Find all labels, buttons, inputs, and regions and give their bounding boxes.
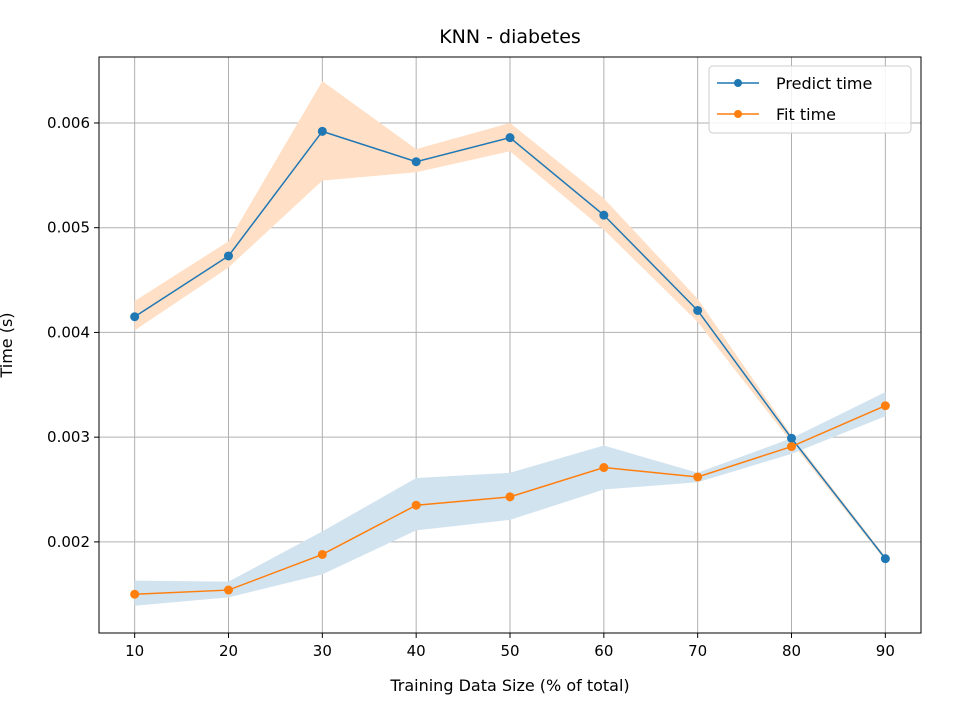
grid-lines [99,57,921,633]
point-predict-time [411,157,421,167]
point-predict-time [599,210,609,220]
point-fit-time [880,401,890,411]
legend: Predict time Fit time [708,65,912,134]
x-tick-label: 40 [407,642,426,660]
x-tick-label: 80 [782,642,801,660]
x-axis: 10 20 30 40 50 60 70 80 90 [125,633,895,660]
point-predict-time [223,251,233,261]
y-tick-label: 0.006 [47,114,90,132]
x-tick-label: 90 [876,642,895,660]
y-tick-label: 0.003 [47,428,90,446]
x-tick-label: 60 [594,642,613,660]
point-predict-time [317,126,327,136]
legend-label-predict: Predict time [776,74,872,93]
chart-title: KNN - diabetes [439,26,581,48]
point-fit-time [223,585,233,595]
point-fit-time [411,500,421,510]
point-fit-time [130,589,140,599]
x-tick-label: 50 [500,642,519,660]
point-fit-time [317,549,327,559]
point-predict-time [505,133,515,143]
y-tick-label: 0.004 [47,323,90,341]
y-axis: 0.002 0.003 0.004 0.005 0.006 [47,114,99,551]
legend-label-fit: Fit time [776,105,836,124]
y-axis-label: Time (s) [0,312,16,378]
x-tick-label: 30 [313,642,332,660]
y-tick-label: 0.002 [47,533,90,551]
point-fit-time [787,442,797,452]
legend-marker-predict [734,79,742,87]
point-fit-time [693,472,703,482]
x-tick-label: 10 [125,642,144,660]
plot-area [98,56,922,634]
point-predict-time [693,305,703,315]
point-fit-time [505,492,515,502]
legend-box [708,65,912,134]
y-tick-label: 0.005 [47,219,90,237]
legend-marker-fit [734,110,742,118]
x-tick-label: 20 [219,642,238,660]
x-axis-label: Training Data Size (% of total) [389,676,629,695]
x-tick-label: 70 [688,642,707,660]
point-predict-time [787,433,797,443]
point-predict-time [880,554,890,564]
point-fit-time [599,463,609,473]
series-markers [130,126,890,599]
point-predict-time [130,312,140,322]
